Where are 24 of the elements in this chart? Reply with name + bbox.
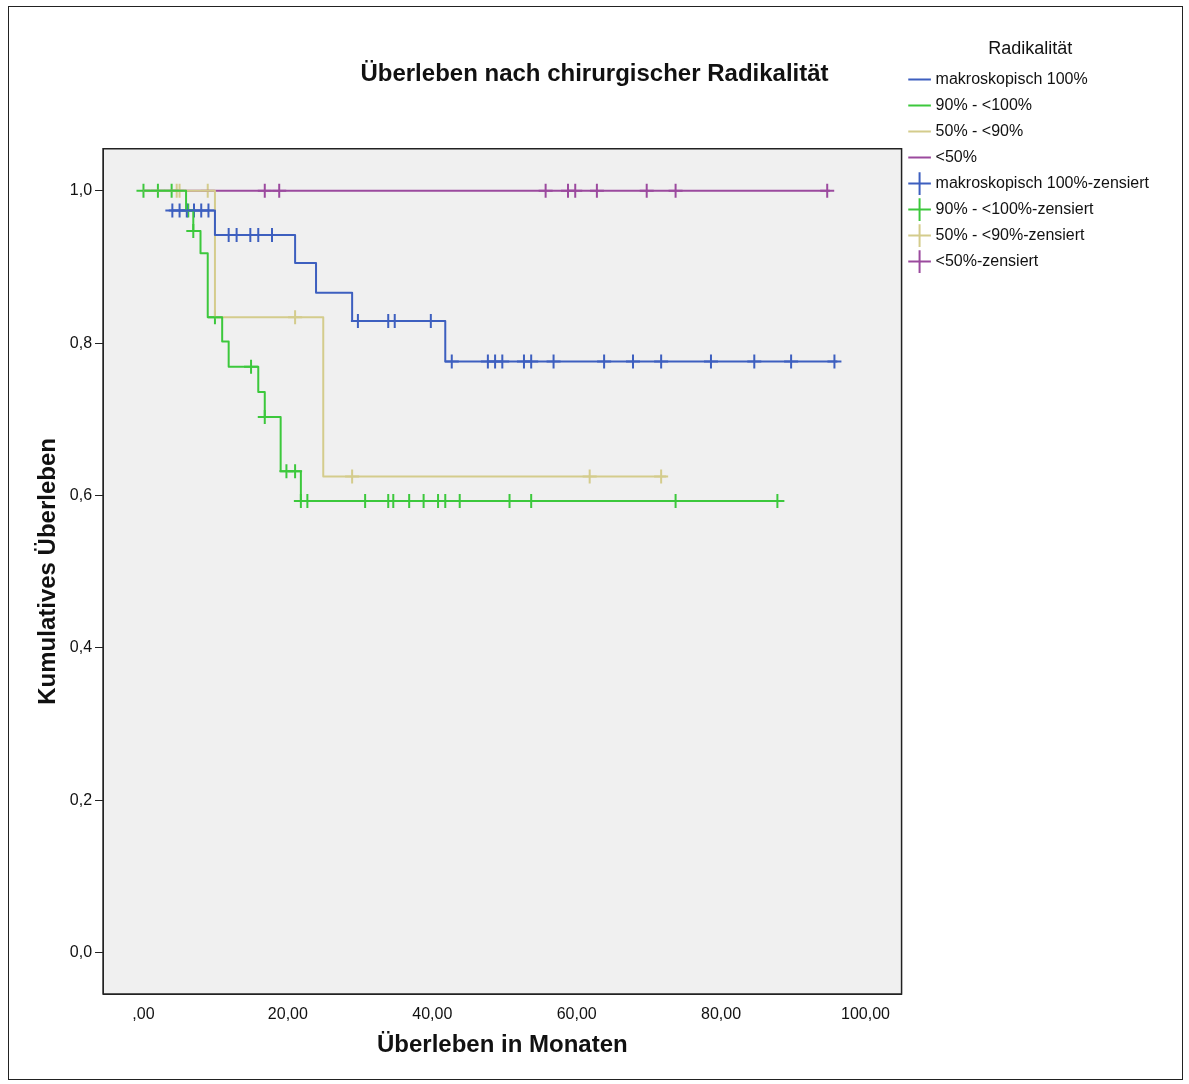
legend-label: 90% - <100%-zensiert	[935, 200, 1094, 218]
legend-title: Radikalität	[988, 37, 1073, 58]
y-tick-label: 0,0	[69, 943, 93, 961]
legend-label: 50% - <90%	[935, 122, 1024, 140]
x-axis-title: Überleben in Monaten	[376, 1030, 628, 1058]
y-tick-label: 0,8	[69, 333, 93, 351]
x-tick-label: ,00	[132, 1005, 155, 1023]
x-tick-label: 40,00	[412, 1005, 453, 1023]
y-tick-label: 0,6	[69, 485, 93, 503]
legend-label: 50% - <90%-zensiert	[935, 226, 1086, 244]
legend-label: makroskopisch 100%-zensiert	[935, 174, 1150, 192]
legend-label: makroskopisch 100%	[935, 70, 1088, 88]
y-tick-label: 0,2	[69, 790, 93, 808]
legend-label: 90% - <100%	[935, 96, 1033, 114]
x-tick-label: 60,00	[556, 1005, 597, 1023]
y-tick-label: 0,4	[69, 638, 93, 656]
legend-label: <50%	[935, 148, 977, 166]
x-tick-label: 100,00	[841, 1005, 891, 1023]
x-tick-label: 20,00	[267, 1005, 308, 1023]
y-axis-title: Kumulatives Überleben	[33, 438, 61, 705]
y-tick-label: 1,0	[69, 181, 93, 199]
chart-title: Überleben nach chirurgischer Radikalität	[360, 59, 829, 87]
x-tick-label: 80,00	[701, 1005, 742, 1023]
legend-label: <50%-zensiert	[935, 252, 1039, 270]
